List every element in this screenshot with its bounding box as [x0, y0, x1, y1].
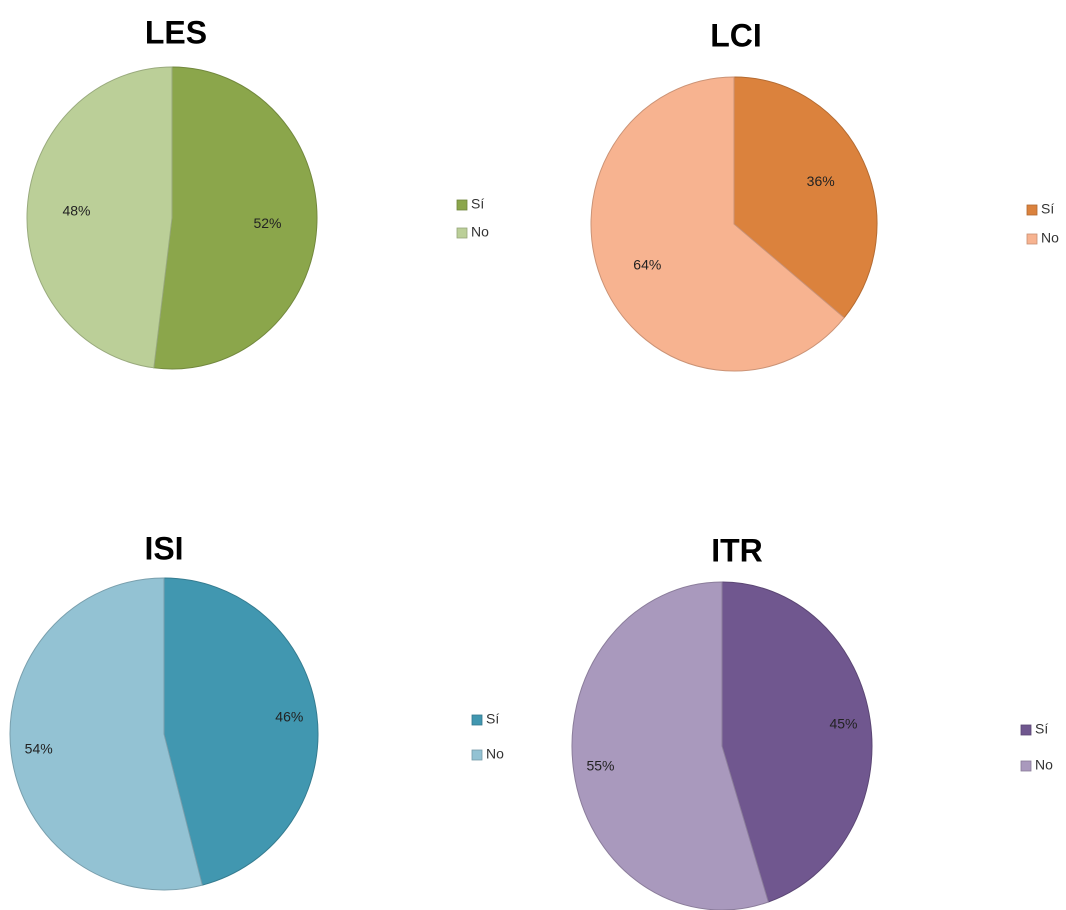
legend-label-no: No — [1035, 757, 1053, 773]
legend-label-no: No — [486, 746, 504, 762]
legend-swatch-si — [1026, 204, 1038, 216]
pie-slice-si — [163, 577, 319, 886]
legend-label-no: No — [471, 224, 489, 240]
slice-percent-label: 64% — [633, 257, 661, 273]
pie-slice-no — [26, 66, 173, 369]
legend-label-si: Sí — [486, 711, 499, 727]
slice-percent-label: 48% — [62, 202, 90, 218]
legend-swatch-si — [471, 714, 483, 726]
slice-percent-label: 52% — [253, 215, 281, 231]
legend-label-no: No — [1041, 230, 1059, 246]
legend-swatch-no — [1020, 760, 1032, 772]
legend-swatch-si — [456, 199, 468, 211]
legend-swatch-no — [456, 227, 468, 239]
pie-slice-no — [590, 76, 845, 372]
legend-swatch-si — [1020, 724, 1032, 736]
pie-slice-no — [9, 577, 203, 891]
pie-chart-les: LES 52% Sí 48% No — [26, 14, 489, 370]
legend-label-si: Sí — [471, 196, 484, 212]
pie-slice-no — [571, 581, 769, 910]
slice-percent-label: 54% — [25, 741, 53, 757]
slice-percent-label: 45% — [829, 716, 857, 732]
pie-slice-si — [153, 66, 318, 370]
slice-percent-label: 36% — [807, 173, 835, 189]
chart-title: LES — [145, 14, 207, 50]
pie-chart-isi: ISI 46% Sí 54% No — [9, 530, 504, 891]
legend-label-si: Sí — [1035, 721, 1048, 737]
legend-label-si: Sí — [1041, 201, 1054, 217]
pie-chart-lci: LCI 36% Sí 64% No — [590, 17, 1059, 372]
legend-swatch-no — [471, 749, 483, 761]
chart-title: LCI — [710, 17, 762, 53]
chart-title: ISI — [144, 530, 183, 566]
slice-percent-label: 55% — [586, 758, 614, 774]
pie-slice-si — [733, 76, 878, 319]
pie-chart-itr: ITR 45% Sí 55% No — [571, 532, 1053, 910]
legend-swatch-no — [1026, 233, 1038, 245]
pie-slice-si — [721, 581, 873, 903]
chart-title: ITR — [711, 532, 763, 568]
slice-percent-label: 46% — [275, 709, 303, 725]
